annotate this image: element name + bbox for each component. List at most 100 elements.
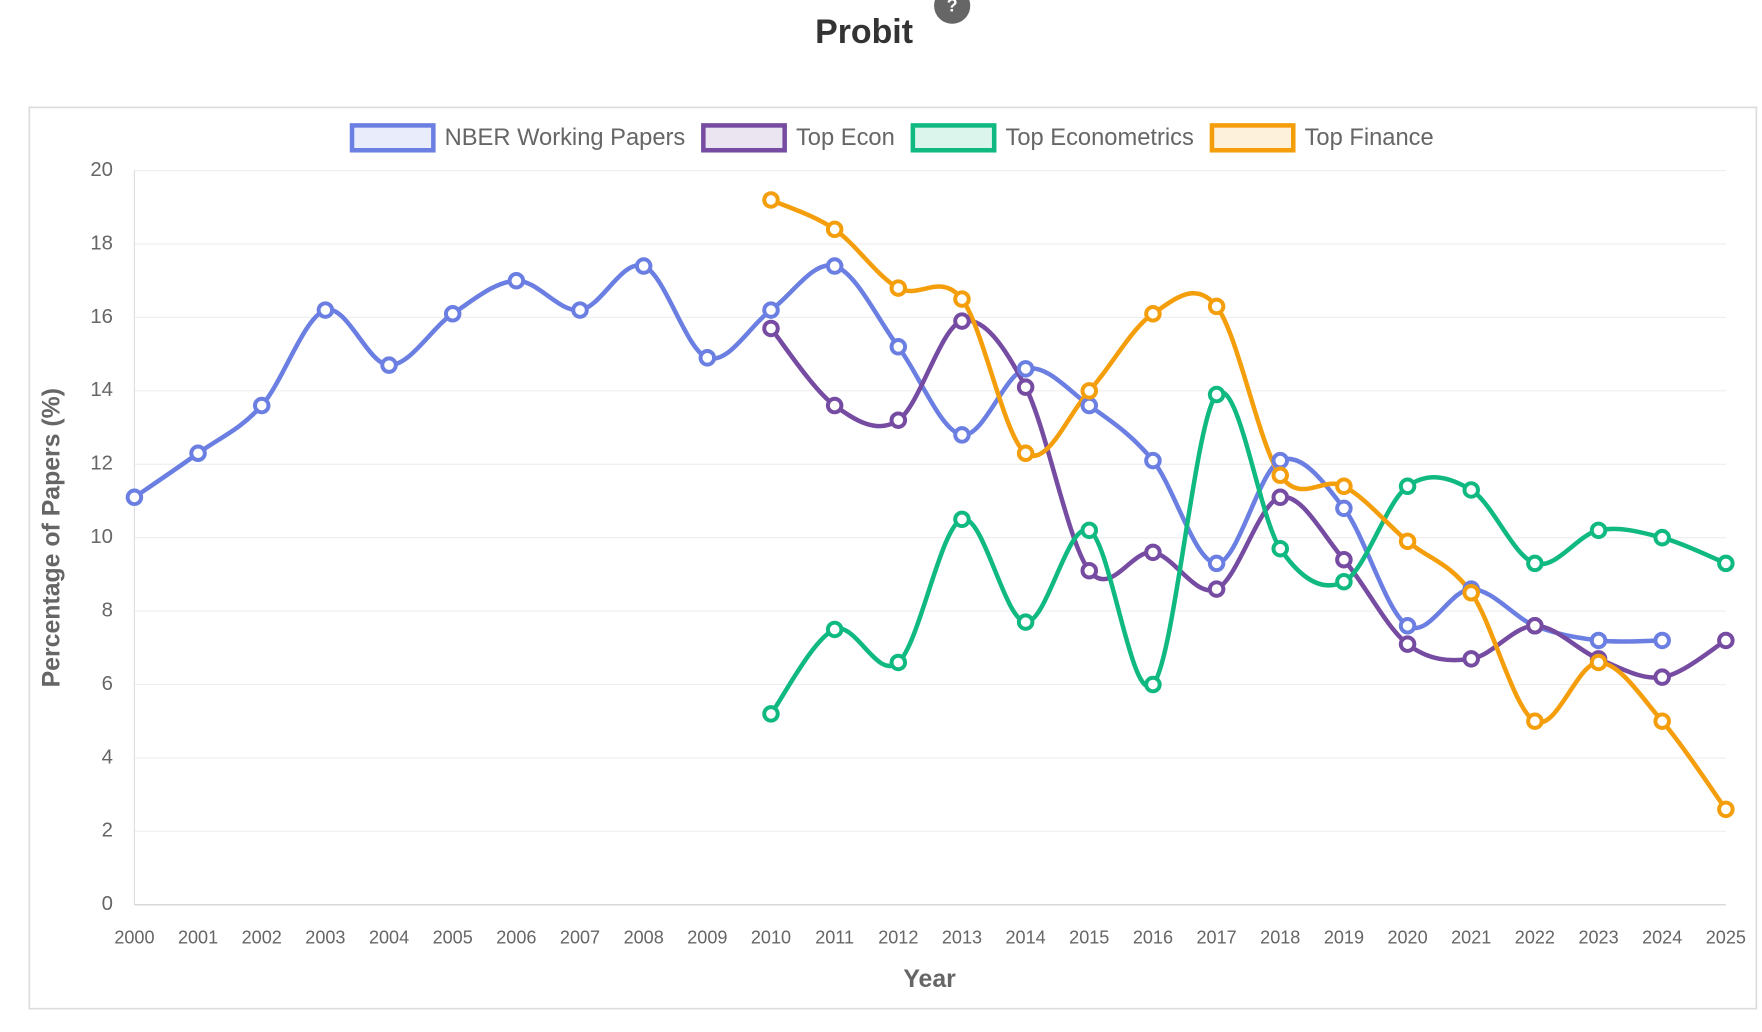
x-axis-title: Year bbox=[903, 966, 956, 993]
data-point bbox=[762, 191, 780, 209]
data-point bbox=[825, 620, 844, 639]
data-point bbox=[1080, 521, 1099, 540]
data-point bbox=[825, 257, 844, 275]
data-point bbox=[316, 301, 335, 319]
legend-swatch bbox=[349, 123, 436, 153]
help-icon-bg[interactable] bbox=[934, 0, 971, 24]
data-point bbox=[1462, 650, 1480, 668]
data-point bbox=[1207, 580, 1226, 598]
x-tick-label: 2012 bbox=[878, 927, 918, 947]
x-tick-label: 2006 bbox=[496, 927, 536, 947]
x-tick-label: 2003 bbox=[305, 927, 345, 947]
legend-label: Top Econ bbox=[796, 125, 895, 151]
data-point bbox=[953, 426, 971, 444]
x-tick-label: 2022 bbox=[1515, 927, 1555, 947]
data-point bbox=[1016, 613, 1035, 631]
data-point bbox=[1271, 539, 1290, 558]
data-point bbox=[1589, 521, 1608, 540]
data-point bbox=[1462, 481, 1480, 499]
x-tick-label: 2019 bbox=[1324, 927, 1364, 947]
x-tick-label: 2001 bbox=[178, 927, 218, 947]
data-point bbox=[1717, 554, 1735, 573]
data-point bbox=[889, 338, 908, 356]
x-tick-label: 2013 bbox=[942, 927, 982, 947]
data-point bbox=[953, 510, 971, 529]
x-tick-label: 2021 bbox=[1451, 927, 1491, 947]
data-point bbox=[825, 220, 844, 239]
x-tick-label: 2016 bbox=[1133, 927, 1173, 947]
legend-label: Top Econometrics bbox=[1005, 125, 1193, 151]
data-point bbox=[1271, 466, 1290, 485]
data-point bbox=[1207, 385, 1226, 404]
data-point bbox=[1335, 477, 1353, 496]
data-point bbox=[1717, 800, 1735, 819]
data-point bbox=[1653, 528, 1671, 547]
data-point bbox=[1144, 451, 1162, 470]
data-point bbox=[889, 653, 908, 672]
x-tick-label: 2024 bbox=[1642, 927, 1682, 947]
y-axis-title: Percentage of Papers (%) bbox=[39, 388, 66, 687]
data-point bbox=[443, 305, 462, 323]
legend-label: NBER Working Papers bbox=[445, 125, 686, 151]
data-point bbox=[1207, 297, 1226, 316]
y-tick-label: 4 bbox=[102, 746, 113, 768]
data-point bbox=[953, 312, 971, 330]
data-point bbox=[1271, 488, 1290, 507]
data-point bbox=[825, 396, 844, 415]
data-point bbox=[1462, 583, 1480, 602]
data-point bbox=[1016, 378, 1035, 396]
help-icon[interactable]: ? bbox=[947, 0, 958, 16]
data-point bbox=[571, 301, 589, 319]
y-tick-label: 0 bbox=[102, 893, 113, 915]
x-tick-label: 2010 bbox=[751, 927, 791, 947]
y-tick-label: 12 bbox=[90, 453, 113, 475]
data-point bbox=[1398, 617, 1417, 635]
x-tick-label: 2002 bbox=[242, 927, 282, 947]
x-tick-label: 2009 bbox=[687, 927, 727, 947]
data-point bbox=[1335, 550, 1353, 569]
data-point bbox=[1717, 631, 1735, 650]
x-tick-label: 2014 bbox=[1006, 927, 1046, 947]
data-point bbox=[1080, 561, 1099, 580]
data-point bbox=[1335, 572, 1353, 591]
y-tick-label: 2 bbox=[102, 820, 113, 842]
x-tick-label: 2005 bbox=[433, 927, 473, 947]
data-point bbox=[1589, 631, 1608, 650]
x-tick-label: 2008 bbox=[624, 927, 664, 947]
legend-swatch bbox=[910, 123, 997, 153]
x-tick-label: 2015 bbox=[1069, 927, 1109, 947]
legend-swatch bbox=[1209, 123, 1296, 153]
chart-title: Probit bbox=[815, 13, 913, 51]
data-point bbox=[762, 301, 780, 319]
data-point bbox=[1080, 396, 1099, 415]
data-point bbox=[762, 705, 780, 723]
series-line bbox=[133, 263, 1663, 644]
x-tick-label: 2000 bbox=[114, 927, 154, 947]
legend-label: Top Finance bbox=[1305, 125, 1434, 151]
data-point bbox=[1653, 712, 1671, 730]
data-point bbox=[1526, 617, 1544, 635]
data-point bbox=[189, 444, 207, 463]
data-point bbox=[698, 349, 717, 367]
data-point bbox=[507, 271, 526, 290]
y-tick-label: 18 bbox=[90, 232, 113, 254]
series-line bbox=[770, 197, 1728, 811]
x-tick-label: 2011 bbox=[815, 927, 854, 947]
legend-swatch bbox=[701, 123, 787, 153]
x-tick-label: 2004 bbox=[369, 927, 409, 947]
y-tick-label: 16 bbox=[90, 306, 113, 328]
data-point bbox=[889, 279, 908, 297]
y-tick-label: 14 bbox=[90, 379, 113, 401]
data-point bbox=[252, 396, 271, 415]
data-point bbox=[1526, 554, 1544, 573]
data-point bbox=[1653, 668, 1671, 686]
data-point bbox=[1144, 305, 1162, 323]
data-point bbox=[1653, 631, 1671, 650]
data-point bbox=[1398, 532, 1417, 551]
y-tick-label: 6 bbox=[102, 673, 113, 695]
legend: NBER Working Papers Top Econ Top Econometr… bbox=[349, 123, 1434, 153]
chart-frame bbox=[28, 106, 1758, 1010]
x-tick-label: 2023 bbox=[1578, 927, 1618, 947]
data-point bbox=[380, 356, 398, 374]
